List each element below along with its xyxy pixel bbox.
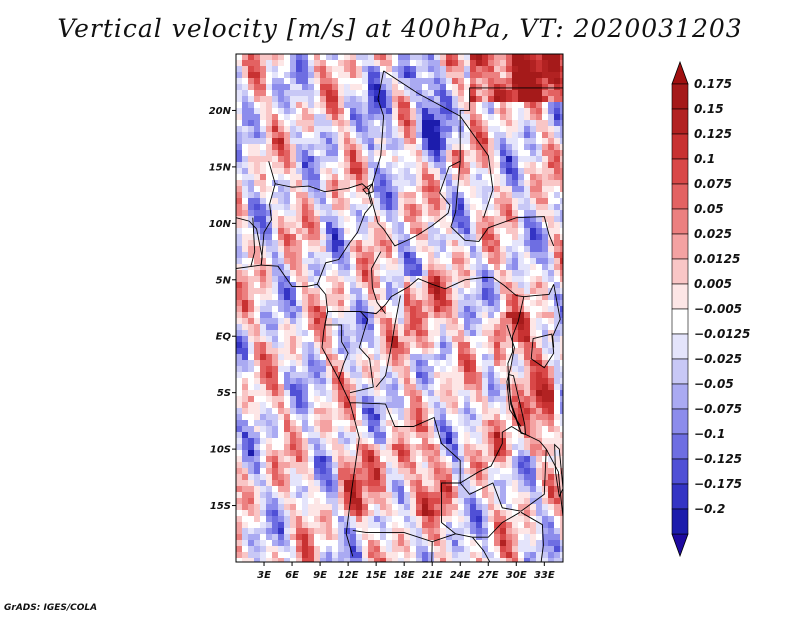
colorbar-segment: [671, 258, 689, 285]
colorbar-label: −0.05: [694, 377, 734, 391]
lon-tick-label: 9E: [313, 570, 327, 581]
colorbar-label: 0.0125: [694, 252, 740, 266]
coastline: [236, 264, 360, 557]
colorbar-segment: [671, 508, 689, 535]
colorbar-segment: [671, 233, 689, 260]
colorbar-segment: [671, 333, 689, 360]
colorbar-segment: [671, 183, 689, 210]
colorbar-segment: [671, 208, 689, 235]
lake-chad: [362, 183, 374, 195]
lon-tick-label: 27E: [478, 570, 499, 581]
colorbar-segment: [671, 458, 689, 485]
colorbar-label: −0.175: [694, 477, 742, 491]
lon-tick-label: 24E: [450, 570, 471, 581]
border-line: [268, 161, 369, 193]
border-line: [552, 284, 561, 348]
border-line: [472, 536, 491, 562]
border-line: [459, 449, 547, 512]
grads-credit: GrADS: IGES/COLA: [4, 603, 98, 613]
lat-tick-label: EQ: [216, 332, 232, 343]
lon-tick-label: 30E: [506, 570, 527, 581]
lon-tick-label: 33E: [534, 570, 555, 581]
border-line: [431, 541, 433, 562]
colorbar-label: −0.0125: [694, 327, 750, 341]
colorbar-segment: [671, 133, 689, 160]
colorbar-label: 0.025: [694, 227, 732, 241]
colorbar-segment: [671, 358, 689, 385]
lake-tanganyika: [508, 374, 527, 435]
map-title: Vertical velocity [m/s] at 400hPa, VT: 2…: [57, 14, 743, 43]
colorbar-segment: [671, 408, 689, 435]
colorbar-segment: [671, 383, 689, 410]
border-line: [390, 277, 493, 298]
colorbar-label: 0.005: [694, 277, 732, 291]
colorbar-label: 0.1: [694, 152, 715, 166]
colorbar-segment: [671, 483, 689, 510]
colorbar-label: 0.075: [694, 177, 732, 191]
country-borders: [236, 70, 563, 562]
border-line: [250, 217, 256, 267]
colorbar-segment: [671, 83, 689, 110]
colorbar-label: −0.005: [694, 302, 742, 316]
colorbar-segment: [671, 108, 689, 135]
border-line: [459, 425, 522, 484]
colorbar-label: 0.125: [694, 127, 732, 141]
longitude-axis: 3E 6E 9E 12E 15E 18E 21E 24E 27E 30E 33E: [257, 562, 555, 581]
lake-malawi: [554, 443, 563, 499]
map-frame: [235, 53, 564, 563]
colorbar-segment: [671, 158, 689, 185]
lon-tick-label: 3E: [257, 570, 271, 581]
lon-tick-label: 15E: [366, 570, 387, 581]
border-line: [371, 251, 386, 314]
lon-tick-label: 21E: [422, 570, 443, 581]
colorbar: 0.175 0.15 0.125 0.1 0.075 0.05 0.025 0.0125 0.0…: [671, 60, 750, 558]
colorbar-label: 0.15: [694, 102, 724, 116]
colorbar-label: −0.125: [694, 452, 742, 466]
border-line: [352, 529, 456, 543]
border-line: [520, 511, 544, 562]
border-line: [459, 115, 494, 218]
colorbar-label: −0.025: [694, 352, 742, 366]
latitude-axis: 20N 15N 10N 5N EQ 5S 10S 15S: [209, 106, 236, 512]
colorbar-segment: [671, 283, 689, 310]
border-line: [545, 448, 563, 517]
border-line: [350, 402, 473, 538]
lon-tick-label: 12E: [338, 570, 359, 581]
border-line: [327, 296, 392, 315]
border-line: [472, 511, 521, 538]
lat-tick-label: 15S: [210, 501, 231, 512]
border-line: [341, 310, 374, 394]
vertical-velocity-field: [236, 54, 563, 562]
border-line: [368, 70, 385, 190]
colorbar-label: −0.1: [694, 427, 725, 441]
lake-victoria: [530, 333, 555, 369]
border-line: [368, 189, 451, 247]
lon-tick-label: 6E: [285, 570, 299, 581]
colorbar-bottom-arrow: [671, 533, 689, 558]
border-line: [316, 189, 372, 285]
border-line: [450, 161, 555, 247]
lat-tick-label: 20N: [209, 106, 232, 117]
lat-tick-label: 10S: [210, 445, 231, 456]
colorbar-label: −0.2: [694, 502, 725, 516]
border-line: [375, 295, 401, 388]
lat-tick-label: 10N: [209, 219, 232, 230]
border-line: [260, 183, 276, 266]
lat-tick-label: 5S: [217, 388, 231, 399]
colorbar-label: 0.05: [694, 202, 724, 216]
colorbar-top-arrow: [671, 60, 689, 85]
lat-tick-label: 15N: [209, 162, 232, 173]
lon-tick-label: 18E: [394, 570, 415, 581]
colorbar-label: −0.075: [694, 402, 742, 416]
lat-tick-label: 5N: [216, 275, 232, 286]
colorbar-segment: [671, 433, 689, 460]
colorbar-segment: [671, 308, 689, 335]
border-line: [459, 87, 563, 117]
colorbar-label: 0.175: [694, 77, 732, 91]
